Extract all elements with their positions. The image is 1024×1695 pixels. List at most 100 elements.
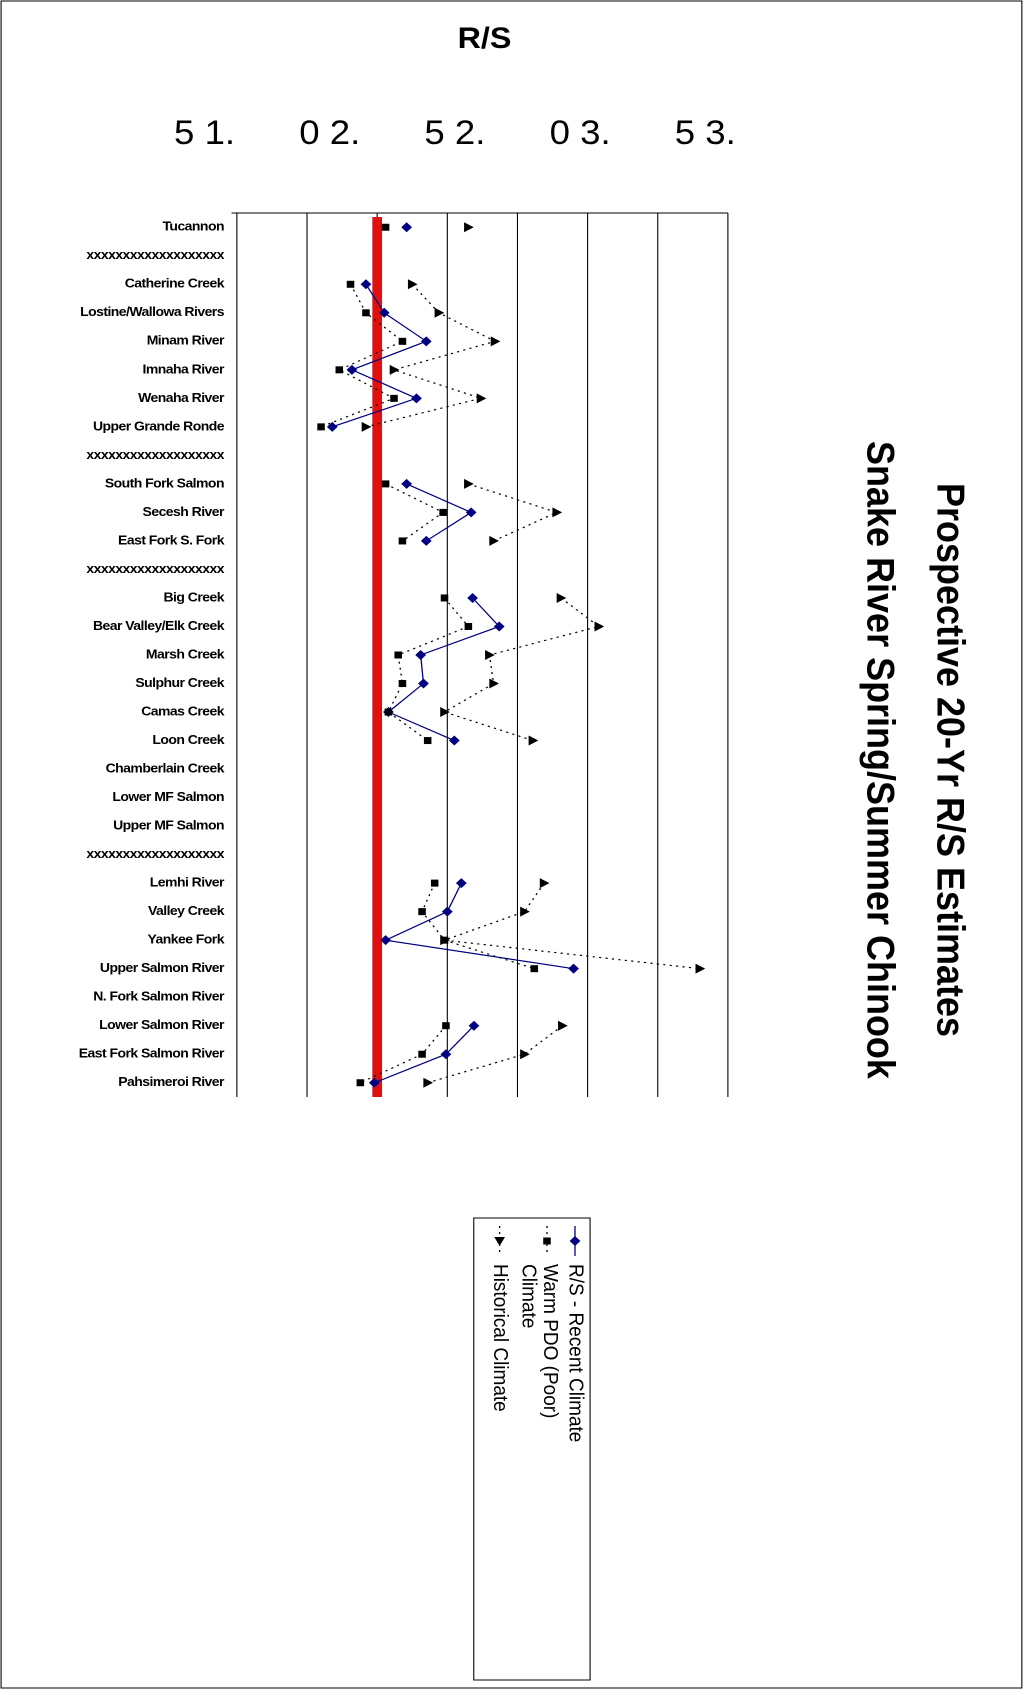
marker bbox=[401, 222, 413, 233]
marker bbox=[335, 366, 344, 374]
x-tick-label: 0 2. bbox=[299, 114, 360, 152]
marker bbox=[415, 650, 427, 660]
chart-title: Prospective 20-Yr R/S Estimates bbox=[929, 483, 973, 1037]
marker bbox=[493, 621, 505, 632]
y-tick-label: East Fork S. Fork bbox=[118, 533, 225, 547]
marker bbox=[317, 423, 325, 431]
marker bbox=[381, 480, 390, 488]
y-tick-label: Catherine Creek bbox=[125, 276, 225, 290]
marker bbox=[468, 1020, 480, 1031]
marker bbox=[441, 906, 453, 917]
marker bbox=[440, 935, 450, 946]
y-tick-label: Bear Valley/Elk Creek bbox=[93, 618, 225, 632]
y-tick-label: Sulphur Creek bbox=[135, 675, 225, 689]
marker bbox=[423, 1077, 434, 1088]
marker bbox=[464, 222, 474, 233]
marker bbox=[539, 878, 550, 889]
y-tick-label: xxxxxxxxxxxxxxxxxxx bbox=[86, 447, 225, 461]
marker bbox=[401, 478, 413, 489]
x-tick-label: 5 2. bbox=[424, 114, 485, 152]
marker bbox=[490, 336, 501, 347]
axis-label: R/S bbox=[458, 21, 512, 55]
legend-marker bbox=[543, 1237, 551, 1245]
y-tick-label: Wenaha River bbox=[138, 390, 225, 404]
y-tick-label: South Fork Salmon bbox=[105, 476, 224, 490]
marker bbox=[380, 935, 391, 946]
marker bbox=[556, 592, 567, 603]
y-tick-label: Yankee Fork bbox=[147, 932, 225, 946]
y-tick-label: Big Creek bbox=[163, 590, 225, 604]
y-tick-label: Lemhi River bbox=[150, 875, 225, 889]
marker bbox=[326, 421, 338, 432]
marker bbox=[440, 594, 449, 602]
marker bbox=[467, 592, 478, 603]
y-tick-label: xxxxxxxxxxxxxxxxxxx bbox=[86, 248, 225, 262]
y-tick-label: Upper MF Salmon bbox=[113, 818, 224, 832]
y-tick-label: Marsh Creek bbox=[146, 647, 225, 661]
marker bbox=[558, 1020, 568, 1031]
marker bbox=[489, 535, 499, 546]
y-tick-label: East Fork Salmon River bbox=[79, 1046, 226, 1060]
marker bbox=[368, 1077, 380, 1088]
marker bbox=[520, 906, 530, 917]
legend-label: R/S - Recent Climate bbox=[564, 1264, 587, 1442]
y-tick-label: Lower Salmon River bbox=[99, 1018, 225, 1032]
marker bbox=[464, 478, 474, 489]
marker bbox=[568, 963, 579, 974]
marker bbox=[442, 1022, 450, 1030]
y-tick-label: Upper Salmon River bbox=[100, 961, 225, 975]
legend-label: Historical Climate bbox=[489, 1264, 512, 1412]
marker bbox=[361, 421, 372, 432]
marker bbox=[423, 737, 432, 745]
x-tick-label: 5 1. bbox=[174, 114, 235, 152]
y-tick-label: Chamberlain Creek bbox=[106, 761, 225, 775]
marker bbox=[418, 1050, 426, 1058]
marker bbox=[594, 621, 605, 632]
marker bbox=[552, 507, 563, 518]
y-tick-label: Lower MF Salmon bbox=[112, 789, 224, 803]
marker bbox=[420, 336, 432, 347]
marker bbox=[384, 708, 393, 716]
y-tick-label: Valley Creek bbox=[148, 904, 225, 918]
legend-box bbox=[473, 1217, 591, 1681]
y-tick-label: Minam River bbox=[147, 333, 226, 347]
marker bbox=[465, 507, 477, 518]
marker bbox=[389, 364, 400, 375]
marker bbox=[530, 965, 539, 973]
y-tick-label: Imnaha River bbox=[143, 362, 226, 376]
series-line bbox=[332, 283, 574, 1084]
chart-subtitle: Snake River Spring/Summer Chinook bbox=[859, 441, 903, 1079]
marker bbox=[346, 280, 355, 288]
y-tick-label: Lostine/Wallowa Rivers bbox=[80, 305, 224, 319]
marker bbox=[448, 735, 460, 746]
y-tick-label: Camas Creek bbox=[141, 704, 225, 718]
marker bbox=[440, 1049, 452, 1060]
marker bbox=[418, 908, 426, 916]
y-tick-label: Tucannon bbox=[162, 219, 224, 233]
legend-marker bbox=[494, 1237, 506, 1246]
marker bbox=[439, 508, 447, 516]
y-tick-label: Upper Grande Ronde bbox=[93, 419, 225, 433]
x-tick-label: 5 3. bbox=[675, 114, 736, 152]
marker bbox=[362, 309, 370, 317]
y-tick-label: xxxxxxxxxxxxxxxxxxx bbox=[86, 561, 225, 575]
marker bbox=[390, 394, 398, 402]
marker bbox=[407, 279, 418, 290]
marker bbox=[381, 223, 390, 231]
marker bbox=[434, 307, 445, 318]
marker bbox=[356, 1079, 365, 1087]
marker bbox=[489, 678, 499, 689]
marker bbox=[411, 393, 422, 404]
marker bbox=[476, 393, 487, 404]
marker bbox=[455, 878, 467, 889]
marker bbox=[360, 279, 372, 290]
x-tick-label: 0 3. bbox=[550, 114, 611, 152]
marker bbox=[394, 651, 402, 659]
marker bbox=[528, 735, 539, 746]
marker bbox=[695, 963, 706, 974]
marker bbox=[398, 680, 407, 688]
y-tick-label: N. Fork Salmon River bbox=[93, 989, 225, 1003]
